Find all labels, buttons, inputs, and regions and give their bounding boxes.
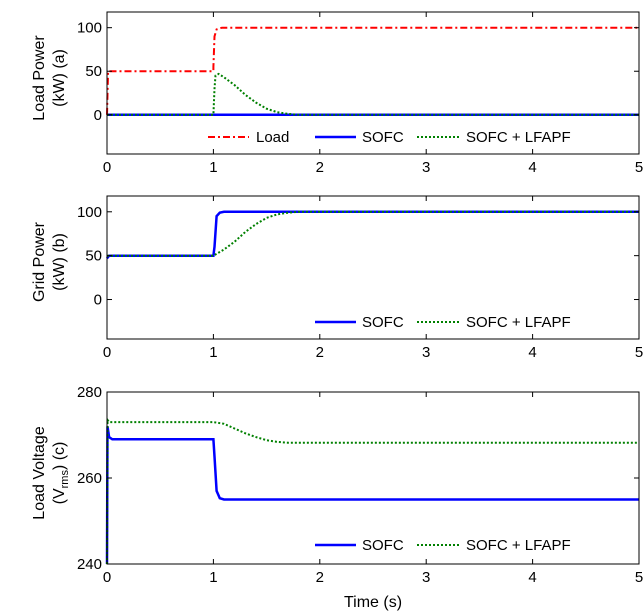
x-tick-label: 1 [209,159,217,176]
panel-c-ylabel-sub: rms [59,470,71,489]
legend-label-sofc-lfapf: SOFC + LFAPF [466,537,571,554]
panel-c-legend: SOFC SOFC + LFAPF [315,537,571,554]
y-tick-label: 100 [77,20,102,37]
series-line-sofc-lfapf [107,72,639,116]
x-tick-label: 3 [422,569,430,586]
panel-c-ylabel-line1: Load Voltage [31,426,48,520]
y-tick-label: 280 [77,384,102,401]
x-tick-label: 4 [528,569,536,586]
series-line-sofc [106,210,639,260]
x-tick-label: 2 [316,569,324,586]
x-tick-label: 1 [209,344,217,361]
x-tick-label: 0 [103,344,111,361]
x-tick-label: 1 [209,569,217,586]
panel-b-legend: SOFC SOFC + LFAPF [315,314,571,331]
legend-label-sofc-lfapf: SOFC + LFAPF [466,129,571,146]
panel-a-ylabel-line1: Load Power [31,35,48,121]
panel-a-axes-box [106,11,640,155]
y-tick-label: 50 [85,248,102,265]
series-line-sofc-lfapf [106,416,639,565]
panel-b-ylabel-line2: (kW) (b) [51,233,68,291]
panel-c-ticks: 0 1 2 3 4 5 240 260 280 [77,384,643,586]
y-tick-label: 240 [77,556,102,573]
panel-a-ylabel-line2: (kW) (a) [51,49,68,107]
x-tick-label: 5 [635,159,643,176]
x-tick-label: 4 [528,159,536,176]
panel-a-series [106,26,639,117]
x-tick-label: 0 [103,159,111,176]
panel-b-series [106,210,639,260]
x-tick-label: 3 [422,344,430,361]
y-tick-label: 260 [77,470,102,487]
legend-label-sofc: SOFC [362,537,404,554]
y-tick-label: 0 [94,107,102,124]
panel-b-axes-box [106,195,640,340]
x-tick-label: 0 [103,569,111,586]
legend-label-load: Load [256,129,289,146]
y-tick-label: 0 [94,292,102,309]
y-tick-label: 100 [77,204,102,221]
legend-label-sofc: SOFC [362,129,404,146]
legend-label-sofc: SOFC [362,314,404,331]
series-line-sofc-lfapf [107,210,639,257]
panel-c-ylabel-pre: (V [51,488,68,504]
panel-c-axes-box [106,391,640,565]
x-tick-label: 5 [635,569,643,586]
x-tick-label: 2 [316,344,324,361]
y-tick-label: 50 [85,63,102,80]
legend-label-sofc-lfapf: SOFC + LFAPF [466,314,571,331]
x-tick-label: 5 [635,344,643,361]
panel-b-ylabel-line1: Grid Power [31,221,48,302]
panel-c-xlabel: Time (s) [344,594,402,611]
panel-c: Load Voltage (Vrms) (c) 0 1 2 3 4 5240260280 … [31,384,643,611]
series-line-load [106,26,639,115]
panel-c-series [105,416,639,565]
panel-a-legend: Load SOFC SOFC + LFAPF [208,129,571,146]
x-tick-label: 3 [422,159,430,176]
x-tick-label: 4 [528,344,536,361]
panel-c-ylabel-post: ) (c) [51,442,68,470]
x-tick-label: 2 [316,159,324,176]
panel-c-ylabel-line2: (Vrms) (c) [51,442,71,505]
